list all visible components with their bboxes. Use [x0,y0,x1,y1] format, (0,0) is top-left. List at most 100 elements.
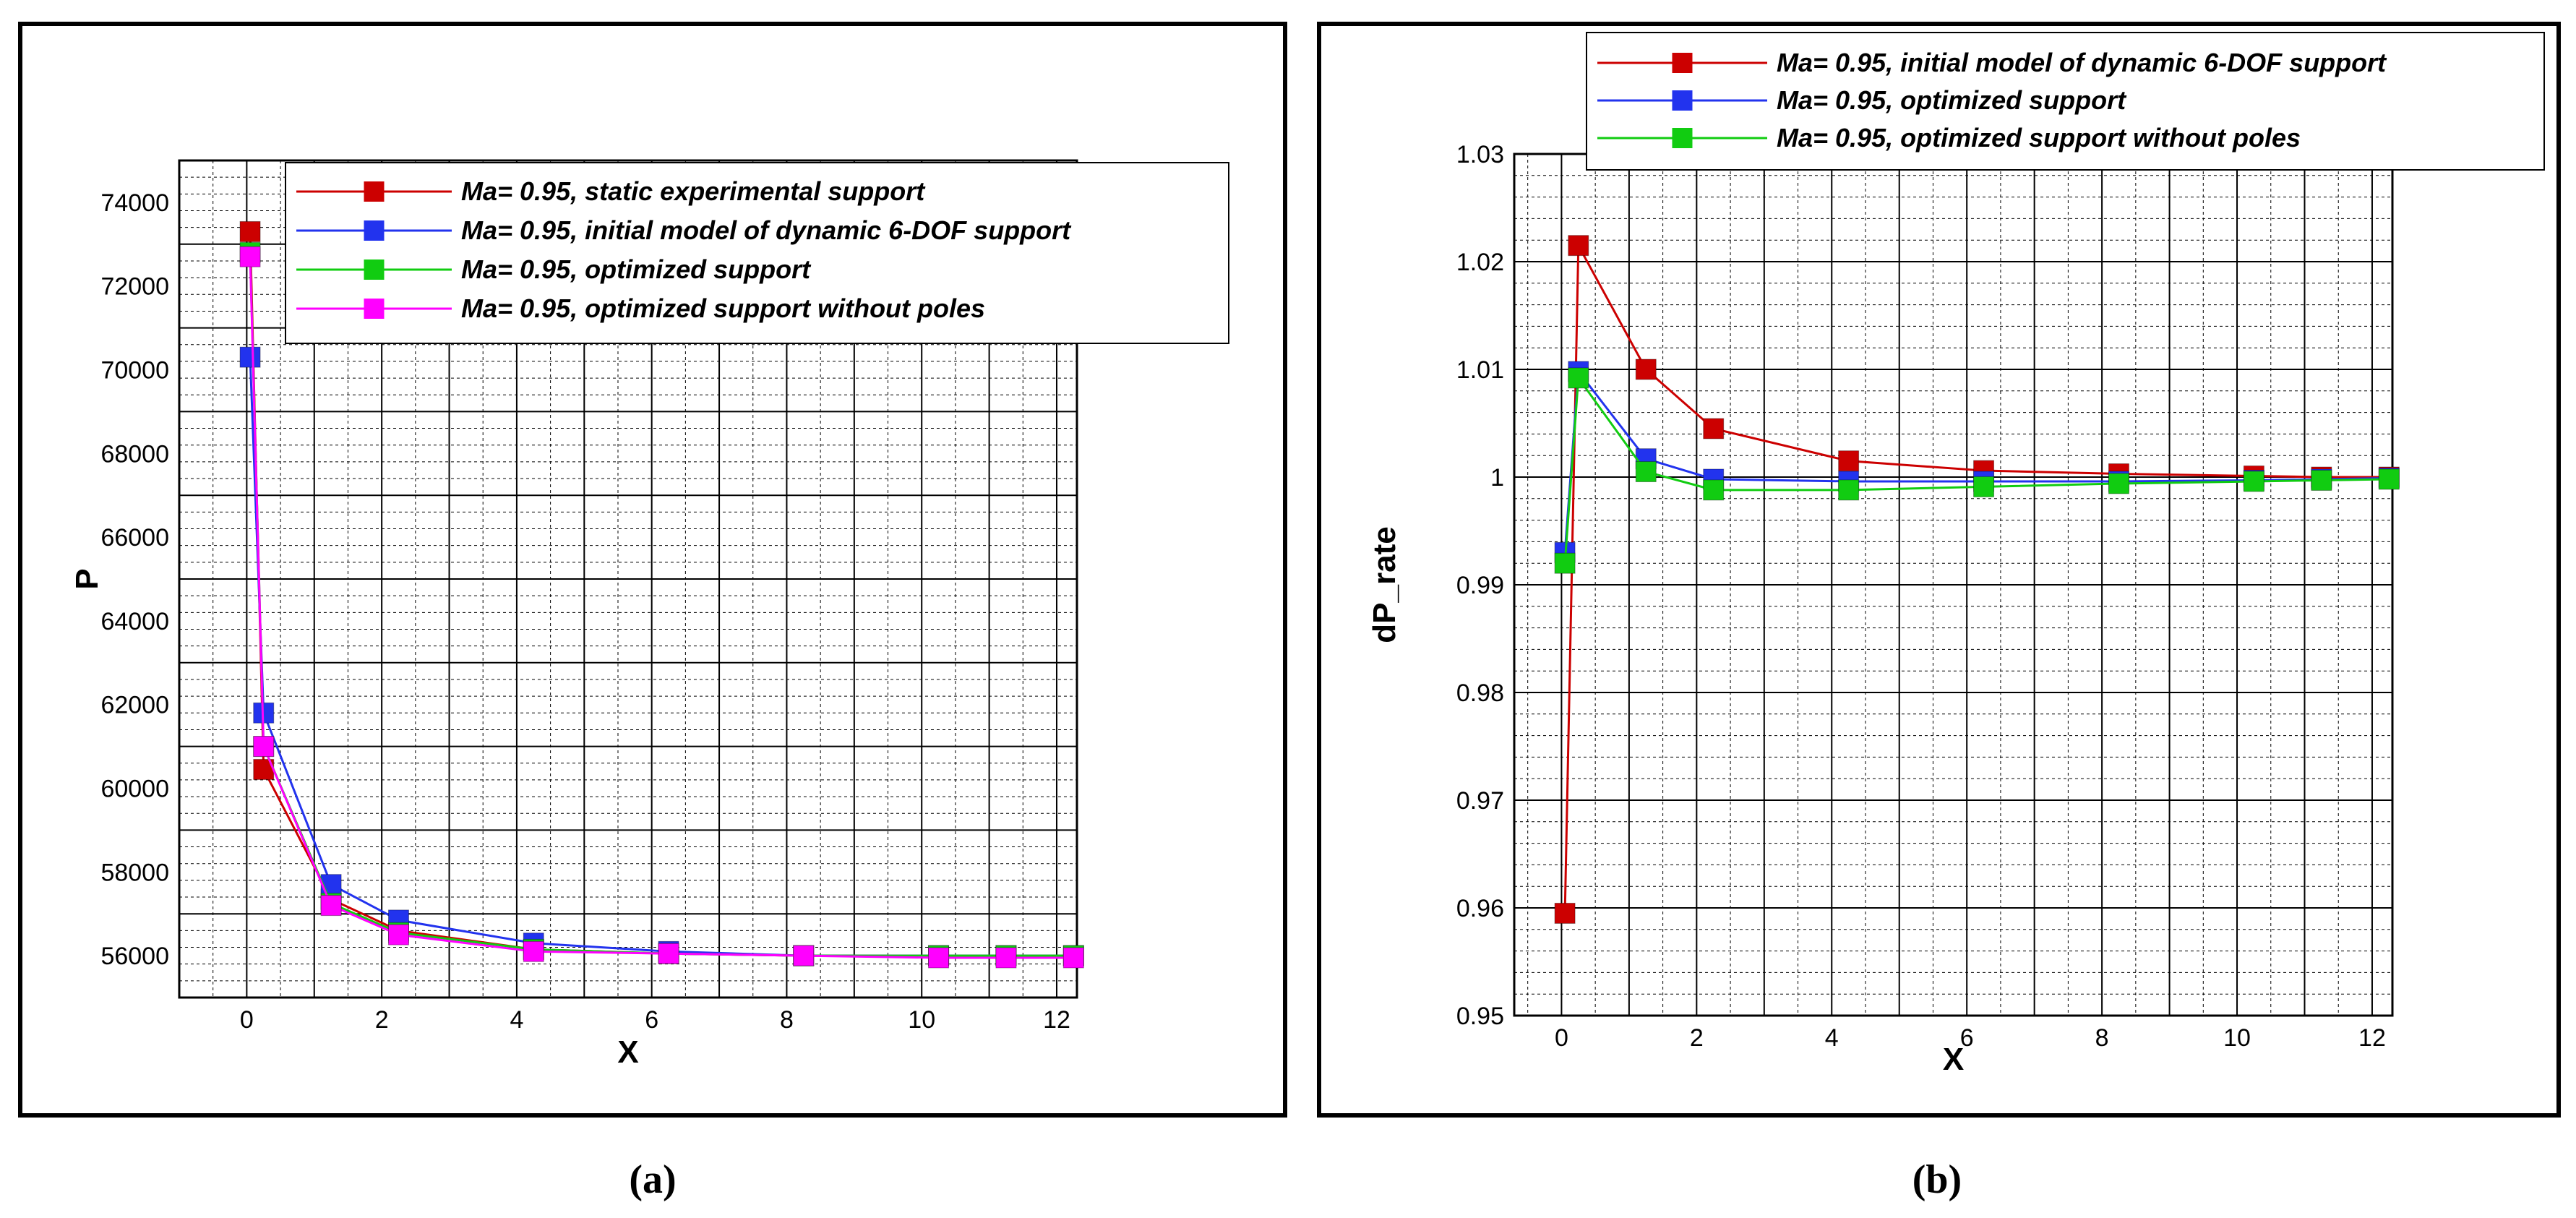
data-point [1568,235,1589,257]
x-tick-label: 0 [1555,1024,1568,1052]
y-tick-label: 70000 [100,357,169,385]
x-tick-label: 12 [1043,1006,1070,1034]
y-tick-label: 68000 [100,440,169,468]
y-tick-label: 1.03 [1456,141,1504,168]
legend-label: Ma= 0.95, optimized support [461,254,812,284]
data-point [1838,479,1860,501]
legend-item: Ma= 0.95, initial model of dynamic 6-DOF… [296,215,1072,245]
y-tick-label: 60000 [100,776,169,803]
y-tick-label: 62000 [100,692,169,719]
x-axis-title: X [1943,1042,1964,1077]
legend-item: Ma= 0.95, optimized support [1597,85,2127,115]
legend: Ma= 0.95, initial model of dynamic 6-DOF… [1586,32,2545,171]
legend-box [285,162,1229,344]
data-point [1554,902,1576,924]
x-tick-label: 8 [2095,1024,2109,1052]
legend-label: Ma= 0.95, initial model of dynamic 6-DOF… [461,215,1072,245]
y-tick-label: 56000 [100,943,169,970]
legend-label: Ma= 0.95, optimized support [1777,85,2127,115]
x-tick-label: 6 [645,1006,658,1034]
data-point [239,220,261,242]
series-4 [239,246,1084,969]
panel-a-caption: (a) [629,1157,676,1202]
series-line [1563,374,2390,564]
y-tick-label: 66000 [100,524,169,552]
data-point [320,895,342,917]
panel-b-caption: (b) [1912,1157,1962,1202]
x-tick-label: 10 [2223,1024,2251,1052]
data-point [1703,418,1725,439]
legend-item: Ma= 0.95, optimized support [296,254,812,284]
y-tick-label: 1.02 [1456,249,1504,276]
data-point [253,736,275,758]
x-tick-label: 2 [375,1006,389,1034]
y-tick-label: 64000 [100,608,169,635]
panel-a: (a) 0 2 4 6 8 10 12 56000 58000 60000 62000 64000 66… [18,22,1287,1202]
legend-item: Ma= 0.95, static experimental support [296,176,926,206]
legend-item: Ma= 0.95, initial model of dynamic 6-DOF… [1597,48,2387,77]
data-point [2243,471,2264,492]
series-line [249,257,1074,959]
data-point [658,943,679,964]
y-tick-label: 72000 [100,273,169,301]
y-tick-label: 1 [1490,464,1504,492]
legend-swatch-marker [1672,128,1693,148]
data-point [1062,947,1084,969]
data-point [239,346,261,368]
data-point [1568,367,1589,389]
data-point [1635,359,1657,380]
data-point [995,947,1017,969]
data-point [1635,461,1657,483]
plot-area-border [178,159,1078,999]
y-tick-label: 0.98 [1456,679,1504,707]
series-line [1563,241,2390,914]
legend-swatch-marker [364,181,385,202]
legend-item: Ma= 0.95, optimized support without pole… [296,293,985,323]
data-point [387,924,409,945]
data-point [2378,468,2400,490]
panel-b: (b) 0 2 4 6 8 10 12 0.95 0.96 0.97 0.98 0.99 1 1.01 1.… [1317,22,2561,1202]
y-axis-title: dP_rate [1367,526,1402,643]
data-point [239,246,261,267]
x-tick-label: 12 [2358,1024,2386,1052]
y-tick-label: 0.97 [1456,787,1504,815]
x-tick-label: 6 [1960,1024,1974,1052]
series-3 [1554,367,2400,574]
y-tick-label: 58000 [100,859,169,886]
legend-swatch-marker [364,299,385,319]
legend-swatch-marker [1672,90,1693,111]
y-tick-label: 74000 [100,189,169,217]
legend-swatch-marker [364,220,385,241]
legend: Ma= 0.95, static experimental support Ma=… [285,162,1229,344]
data-point [793,945,815,966]
legend-item: Ma= 0.95, optimized support without pole… [1597,123,2301,153]
legend-swatch-marker [364,260,385,280]
x-tick-label: 4 [1825,1024,1839,1052]
legend-label: Ma= 0.95, optimized support without pole… [461,293,985,323]
data-point [1703,479,1725,501]
legend-label: Ma= 0.95, static experimental support [461,176,926,206]
y-tick-label: 0.96 [1456,895,1504,922]
x-tick-label: 2 [1690,1024,1704,1052]
panel-b-frame [1317,22,2561,1118]
x-tick-label: 0 [240,1006,254,1034]
y-tick-label: 1.01 [1456,356,1504,384]
y-axis-title: P [69,568,105,589]
x-tick-label: 4 [510,1006,523,1034]
data-point [2108,473,2129,494]
x-tick-label: 8 [780,1006,794,1034]
y-tick-label: 0.95 [1456,1003,1504,1030]
x-tick-label: 10 [908,1006,935,1034]
data-point [2311,469,2332,491]
data-point [928,947,950,969]
legend-label: Ma= 0.95, initial model of dynamic 6-DOF… [1777,48,2387,77]
data-point [1554,552,1576,574]
legend-swatch-marker [1672,53,1693,73]
y-tick-label: 0.99 [1456,572,1504,599]
x-axis-title: X [617,1034,638,1070]
legend-label: Ma= 0.95, optimized support without pole… [1777,123,2301,153]
data-point [523,940,544,962]
data-point [1973,476,1995,497]
data-point [1838,450,1860,472]
